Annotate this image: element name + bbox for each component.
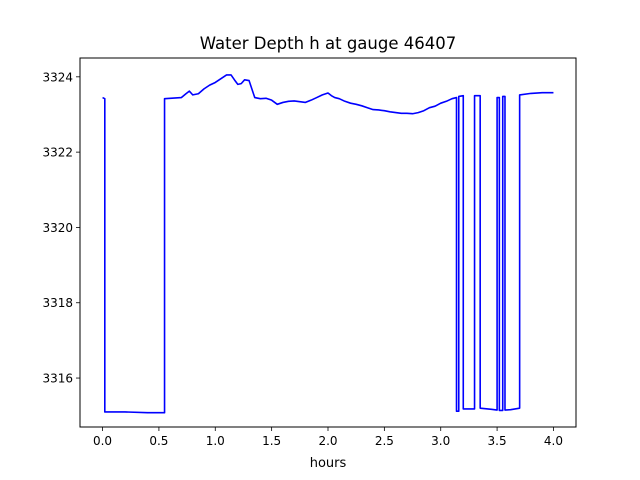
series-layer [102,74,554,414]
y-tick-label: 3320 [42,221,73,235]
x-tick-label: 0.5 [149,434,168,448]
x-tick-label: 2.5 [375,434,394,448]
x-tick-label: 4.0 [544,434,563,448]
y-tick-label: 3324 [42,70,73,84]
x-tick-label: 1.5 [262,434,281,448]
x-tick-label: 1.0 [206,434,225,448]
y-tick-label: 3322 [42,146,73,160]
y-tick-label: 3316 [42,372,73,386]
x-tick-label: 2.0 [318,434,337,448]
x-axis-label: hours [310,456,347,471]
chart-title: Water Depth h at gauge 46407 [200,34,456,53]
x-tick-label: 0.0 [93,434,112,448]
x-axis-ticks: 0.0 0.5 1.0 1.5 2.0 2.5 3.0 3.5 4.0 [93,427,563,448]
y-tick-label: 3318 [42,296,73,310]
plot-area-frame [79,57,577,428]
x-tick-label: 3.0 [431,434,450,448]
y-axis-ticks: 3316 3318 3320 3322 3324 [42,70,80,386]
series-line-0 [102,74,554,414]
x-tick-label: 3.5 [488,434,507,448]
